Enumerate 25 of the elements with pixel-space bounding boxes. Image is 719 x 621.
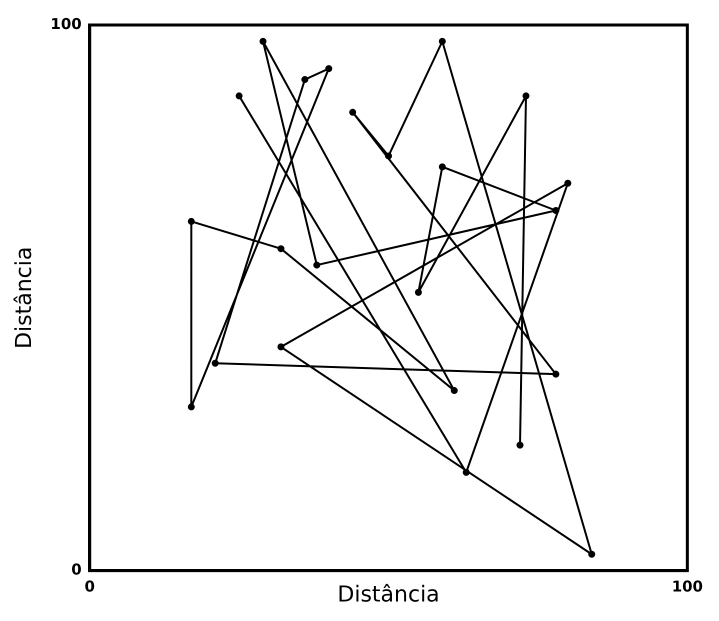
point bbox=[325, 65, 332, 72]
y-axis-title: Distância bbox=[12, 246, 37, 349]
point bbox=[277, 245, 284, 252]
point bbox=[438, 38, 446, 45]
point bbox=[462, 468, 470, 476]
point bbox=[522, 92, 530, 100]
point bbox=[564, 180, 572, 187]
point bbox=[385, 152, 392, 160]
point bbox=[552, 207, 560, 214]
point bbox=[313, 262, 320, 269]
x-axis-title: Distância bbox=[337, 582, 440, 608]
point bbox=[588, 550, 596, 558]
point bbox=[236, 92, 243, 100]
point bbox=[450, 387, 458, 394]
point bbox=[277, 343, 284, 350]
point bbox=[260, 38, 267, 45]
point bbox=[212, 360, 219, 367]
point bbox=[516, 442, 524, 449]
point bbox=[301, 76, 308, 84]
point bbox=[188, 218, 195, 225]
point bbox=[552, 370, 560, 378]
point bbox=[438, 163, 446, 170]
point bbox=[188, 403, 195, 410]
point bbox=[414, 288, 422, 296]
point bbox=[349, 108, 356, 116]
